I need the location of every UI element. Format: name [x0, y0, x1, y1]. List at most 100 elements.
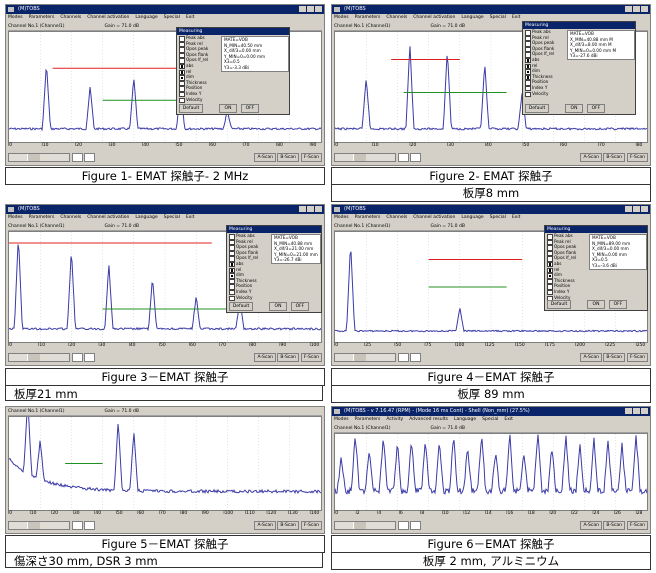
menu-item[interactable]: Language: [453, 417, 477, 422]
measure-option[interactable]: Position: [523, 79, 635, 86]
option-checkbox[interactable]: [547, 278, 553, 285]
option-checkbox[interactable]: [229, 256, 235, 262]
option-checkbox[interactable]: [547, 256, 553, 262]
option-checkbox[interactable]: [525, 85, 531, 92]
option-checkbox[interactable]: [229, 273, 235, 279]
option-checkbox[interactable]: [525, 41, 531, 47]
a-scan-button[interactable]: A-Scan: [254, 153, 276, 162]
on-button[interactable]: ON: [587, 300, 605, 309]
b-scan-button[interactable]: B-Scan: [277, 153, 299, 162]
default-button[interactable]: Default: [547, 300, 571, 309]
measure-option[interactable]: Opos peak: [523, 40, 635, 47]
maximize-button[interactable]: [633, 206, 640, 212]
menu-item[interactable]: Channel activation: [87, 15, 130, 20]
horizontal-scrollbar[interactable]: [334, 153, 396, 162]
measure-option[interactable]: Velocity: [227, 295, 321, 302]
measure-option[interactable]: Thickness: [523, 74, 635, 81]
option-checkbox[interactable]: [229, 267, 235, 274]
b-scan-button[interactable]: B-Scan: [603, 521, 625, 530]
b-scan-button[interactable]: B-Scan: [277, 521, 299, 530]
minimize-button[interactable]: [299, 206, 306, 212]
measure-option[interactable]: abs: [545, 261, 647, 268]
window-buttons[interactable]: [298, 6, 322, 14]
measure-option[interactable]: Thickness: [227, 278, 321, 285]
scroll-thumb[interactable]: [353, 522, 366, 529]
f-scan-button[interactable]: F-Scan: [300, 353, 322, 362]
ascan-plot[interactable]: [8, 416, 322, 511]
option-checkbox[interactable]: [547, 261, 553, 268]
menu-item[interactable]: Special: [489, 215, 506, 220]
menu-item[interactable]: Channel activation: [87, 215, 130, 220]
menu-item[interactable]: Advanced results: [409, 417, 448, 422]
option-checkbox[interactable]: [229, 278, 235, 285]
spin-box[interactable]: [410, 153, 421, 162]
on-button[interactable]: ON: [219, 104, 237, 113]
option-checkbox[interactable]: [525, 91, 531, 98]
maximize-button[interactable]: [307, 206, 314, 212]
f-scan-button[interactable]: F-Scan: [300, 153, 322, 162]
option-checkbox[interactable]: [525, 35, 531, 42]
menu-item[interactable]: Exit: [511, 15, 521, 20]
default-button[interactable]: Default: [229, 302, 253, 311]
menu-item[interactable]: Parameters: [354, 15, 381, 20]
option-checkbox[interactable]: [525, 74, 531, 81]
option-checkbox[interactable]: [547, 273, 553, 279]
measure-option[interactable]: Index Y: [227, 289, 321, 296]
measure-option[interactable]: Peak rel: [523, 35, 635, 42]
option-checkbox[interactable]: [229, 289, 235, 296]
menu-item[interactable]: Language: [135, 215, 158, 220]
a-scan-button[interactable]: A-Scan: [580, 353, 602, 362]
close-button[interactable]: [641, 408, 648, 414]
measure-option[interactable]: Opos lf_rel: [227, 255, 321, 262]
window-buttons[interactable]: [624, 6, 648, 14]
b-scan-button[interactable]: B-Scan: [603, 353, 625, 362]
measure-option[interactable]: Peak rel: [177, 41, 289, 48]
off-button[interactable]: OFF: [587, 104, 605, 113]
maximize-button[interactable]: [633, 408, 640, 414]
measure-option[interactable]: Position: [545, 283, 647, 290]
scroll-thumb[interactable]: [353, 354, 366, 361]
f-scan-button[interactable]: F-Scan: [626, 353, 648, 362]
menu-item[interactable]: Language: [461, 15, 484, 20]
menu-item[interactable]: Exit: [185, 215, 195, 220]
menu-item[interactable]: Channels: [60, 215, 82, 220]
option-checkbox[interactable]: [547, 239, 553, 246]
window-buttons[interactable]: [624, 408, 648, 416]
scroll-thumb[interactable]: [353, 154, 366, 161]
option-checkbox[interactable]: [229, 250, 235, 257]
option-checkbox[interactable]: [547, 267, 553, 274]
horizontal-scrollbar[interactable]: [8, 153, 70, 162]
menu-item[interactable]: Channels: [60, 15, 82, 20]
measure-option[interactable]: Position: [177, 85, 289, 92]
default-button[interactable]: Default: [525, 104, 549, 113]
option-checkbox[interactable]: [179, 91, 185, 98]
option-checkbox[interactable]: [229, 261, 235, 268]
default-button[interactable]: Default: [179, 104, 203, 113]
minimize-button[interactable]: [299, 6, 306, 12]
menu-item[interactable]: Channel activation: [413, 15, 456, 20]
option-checkbox[interactable]: [525, 80, 531, 86]
spin-box[interactable]: [72, 153, 83, 162]
spin-box[interactable]: [398, 353, 409, 362]
menu-item[interactable]: Channel activation: [413, 215, 456, 220]
option-checkbox[interactable]: [525, 69, 531, 75]
measure-option[interactable]: Index Y: [523, 85, 635, 92]
option-checkbox[interactable]: [229, 295, 235, 302]
menu-item[interactable]: Modes: [8, 215, 23, 220]
horizontal-scrollbar[interactable]: [334, 353, 396, 362]
option-checkbox[interactable]: [179, 69, 185, 76]
menu-item[interactable]: Special: [482, 417, 499, 422]
off-button[interactable]: OFF: [609, 300, 627, 309]
spin-box[interactable]: [398, 521, 409, 530]
option-checkbox[interactable]: [547, 289, 553, 296]
measure-option[interactable]: Thickness: [177, 80, 289, 87]
measure-option[interactable]: Peak abs: [545, 233, 647, 240]
menu-item[interactable]: Channels: [386, 215, 408, 220]
option-checkbox[interactable]: [547, 245, 553, 251]
measure-option[interactable]: Peak rel: [545, 239, 647, 246]
menu-item[interactable]: Special: [489, 15, 506, 20]
measure-option[interactable]: Opos flank: [177, 52, 289, 59]
minimize-button[interactable]: [625, 206, 632, 212]
f-scan-button[interactable]: F-Scan: [300, 521, 322, 530]
horizontal-scrollbar[interactable]: [8, 353, 70, 362]
